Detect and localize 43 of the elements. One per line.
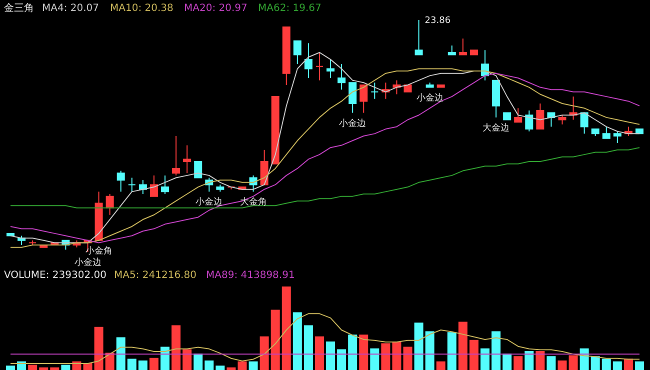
candlestick <box>315 52 324 81</box>
candlestick <box>138 180 147 194</box>
annotation: 小金角 <box>85 245 112 256</box>
candlestick <box>128 177 136 192</box>
candlestick <box>161 174 169 194</box>
annotation: 大金角 <box>240 196 267 208</box>
candlestick <box>613 130 622 144</box>
annotation: 小金边 <box>416 92 444 104</box>
candlestick <box>458 38 467 56</box>
text: MA5: 241216.80 <box>114 270 196 281</box>
candlestick <box>514 108 522 123</box>
candlestick <box>360 84 368 114</box>
annotation: 23.86 <box>424 16 451 26</box>
candlestick <box>348 82 357 114</box>
candlestick <box>293 40 302 65</box>
candlestick <box>304 42 312 78</box>
candlestick <box>525 110 534 132</box>
text: MA4: 20.07 <box>42 3 100 14</box>
candlestick <box>536 103 544 130</box>
annotation: 大金边 <box>482 122 510 134</box>
candlestick <box>370 82 379 100</box>
text: 小金边 <box>74 257 102 268</box>
candlestick <box>106 194 114 216</box>
candlestick <box>172 136 180 176</box>
candlestick <box>448 45 456 56</box>
text: MA89: 413898.91 <box>206 270 295 281</box>
candlestick <box>414 20 423 56</box>
candlestick <box>558 114 566 125</box>
annotation: 小金边 <box>339 118 366 129</box>
candlestick <box>150 174 158 197</box>
candlestick <box>183 144 192 174</box>
candlestick <box>194 161 202 178</box>
text: MA10: 20.38 <box>110 3 174 14</box>
chart-title: VOLUME: 239302.00 <box>4 270 106 281</box>
annotation: 小金边 <box>196 196 223 208</box>
chart-title: 金三角 <box>4 2 34 14</box>
candlestick <box>602 126 610 139</box>
candlestick <box>326 58 335 78</box>
candlestick <box>338 64 346 90</box>
candlestick <box>580 112 588 134</box>
candlestick <box>116 170 125 192</box>
text: MA62: 19.67 <box>258 3 322 14</box>
text: MA20: 20.97 <box>184 3 248 14</box>
